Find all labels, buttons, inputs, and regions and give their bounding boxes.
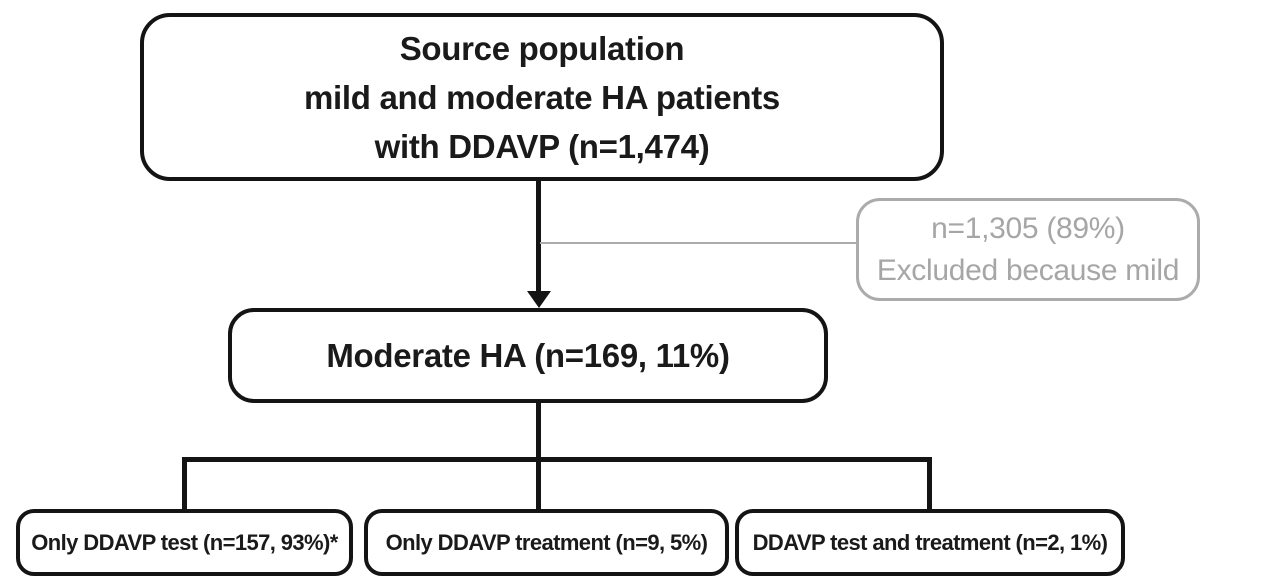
leaf-box-ddavp-test-and-treatment: DDAVP test and treatment (n=2, 1%) bbox=[735, 509, 1125, 576]
source-population-box: Source population mild and moderate HA p… bbox=[140, 13, 944, 181]
down-arrowhead-icon bbox=[527, 291, 551, 308]
branch-stem-line bbox=[536, 403, 541, 460]
leaf-label-only-ddavp-treatment: Only DDAVP treatment (n=9, 5%) bbox=[385, 529, 708, 555]
source-population-line-3: with DDAVP (n=1,474) bbox=[374, 127, 710, 165]
leaf-label-ddavp-test-and-treatment: DDAVP test and treatment (n=2, 1%) bbox=[752, 529, 1108, 555]
excluded-connector-line bbox=[540, 242, 857, 244]
moderate-ha-label: Moderate HA (n=169, 11%) bbox=[326, 336, 730, 374]
leaf-label-only-ddavp-test: Only DDAVP test (n=157, 93%)* bbox=[31, 529, 338, 555]
leaf-box-only-ddavp-treatment: Only DDAVP treatment (n=9, 5%) bbox=[364, 509, 729, 576]
branch-drop-right-line bbox=[927, 457, 932, 511]
arrow-shaft-line bbox=[536, 181, 541, 293]
branch-drop-left-line bbox=[182, 457, 187, 511]
excluded-line-2: Excluded because mild bbox=[876, 253, 1180, 287]
excluded-box: n=1,305 (89%) Excluded because mild bbox=[856, 198, 1200, 301]
branch-horizontal-line bbox=[182, 457, 932, 462]
branch-drop-center-line bbox=[536, 457, 541, 511]
source-population-line-2: mild and moderate HA patients bbox=[304, 78, 780, 116]
moderate-ha-box: Moderate HA (n=169, 11%) bbox=[228, 308, 828, 403]
excluded-line-1: n=1,305 (89%) bbox=[931, 211, 1125, 245]
leaf-box-only-ddavp-test: Only DDAVP test (n=157, 93%)* bbox=[16, 509, 353, 576]
source-population-line-1: Source population bbox=[399, 29, 685, 67]
